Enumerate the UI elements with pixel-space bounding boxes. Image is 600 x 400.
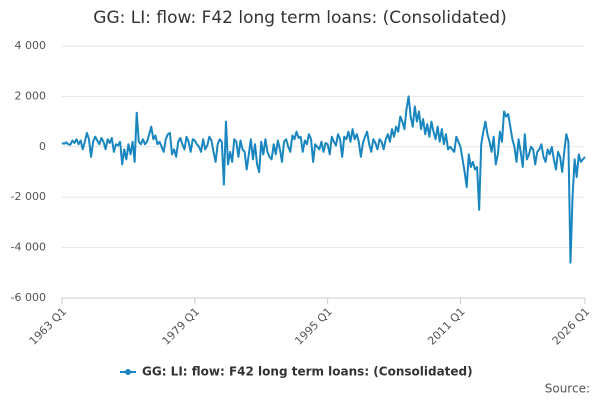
x-tick-label: 2011 Q1	[425, 305, 468, 348]
y-tick-label: -4 000	[11, 241, 46, 254]
chart-title: GG: LI: flow: F42 long term loans: (Cons…	[93, 8, 506, 28]
y-tick-label: -2 000	[11, 190, 46, 203]
source: Source:	[545, 382, 590, 396]
y-tick-label: -6 000	[11, 291, 46, 304]
legend-marker	[125, 369, 131, 375]
x-tick-label: 1979 Q1	[160, 305, 203, 348]
y-tick-label: 4 000	[15, 39, 47, 52]
y-tick-label: 2 000	[15, 89, 47, 102]
series-line	[61, 95, 586, 264]
legend-label: GG: LI: flow: F42 long term loans: (Cons…	[142, 365, 473, 379]
x-tick-label: 1963 Q1	[27, 305, 70, 348]
x-tick-label: 1995 Q1	[292, 305, 335, 348]
y-tick-label: 0	[39, 140, 46, 153]
x-tick-label: 2026 Q1	[550, 305, 593, 348]
